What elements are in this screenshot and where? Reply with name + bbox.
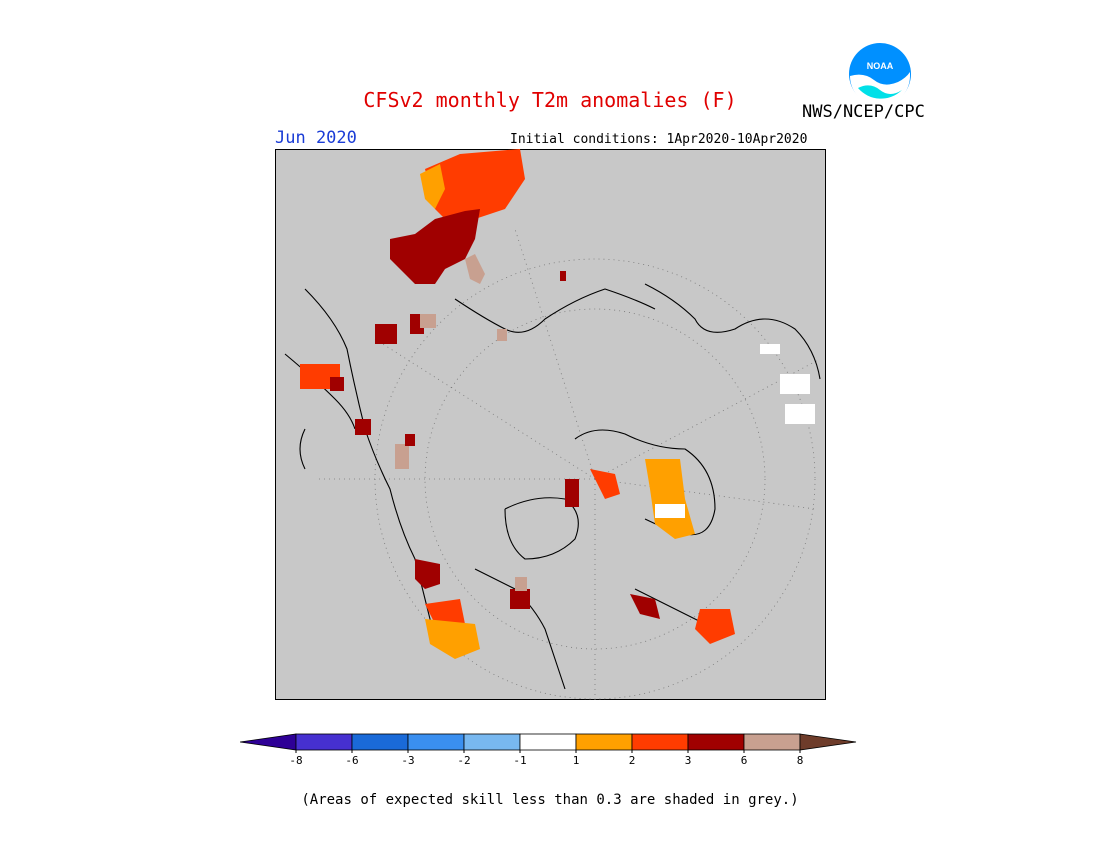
legend-tick-label-8: 6	[741, 754, 748, 767]
legend-tick-label-7: 3	[685, 754, 692, 767]
legend-bin-6	[575, 733, 633, 751]
anomaly-region-canada-2f	[590, 469, 620, 499]
anomaly-region-west-europe-b	[330, 377, 344, 391]
polar-map	[275, 149, 826, 700]
anomaly-region-north-africa	[355, 419, 371, 435]
anomaly-region-siberia-1f	[420, 164, 445, 209]
anomaly-region-europe-3	[420, 314, 436, 328]
color-legend: -8 -6 -3 -2 -1 1 2 3 6 8	[240, 733, 857, 767]
anomaly-region-gulf	[510, 589, 530, 609]
noaa-logo: NOAA	[849, 43, 911, 106]
forecast-month: Jun 2020	[275, 128, 357, 148]
svg-text:NOAA: NOAA	[867, 61, 894, 71]
anomaly-region-siberia-3f	[390, 209, 480, 284]
legend-tick-label-9: 8	[797, 754, 804, 767]
legend-bin-0	[240, 733, 297, 751]
legend-bin-2	[351, 733, 409, 751]
anomaly-region-europe-1	[375, 324, 397, 344]
legend-tick-label-0: -8	[289, 754, 302, 767]
anomaly-region-siberia-2f	[425, 149, 525, 224]
anomaly-shading	[300, 149, 815, 659]
map-title: CFSv2 monthly T2m anomalies (F)	[363, 88, 737, 112]
legend-tick-label-2: -3	[401, 754, 414, 767]
legend-bin-7	[631, 733, 689, 751]
legend-ticks: -8 -6 -3 -2 -1 1 2 3 6 8	[289, 750, 803, 767]
anomaly-region-east-2f	[695, 609, 735, 644]
legend-bin-9	[743, 733, 801, 751]
anomaly-region-canada-white	[655, 504, 685, 518]
anomaly-region-gulf-b	[515, 577, 527, 591]
initial-conditions: Initial conditions: 1Apr2020-10Apr2020	[510, 132, 808, 147]
legend-tick-label-3: -2	[457, 754, 470, 767]
anomaly-region-small-1	[560, 271, 566, 281]
organization-label: NWS/NCEP/CPC	[802, 102, 925, 122]
anomaly-region-mideast	[395, 444, 409, 469]
anomaly-region-mideast-b	[405, 434, 415, 446]
legend-bin-5	[519, 733, 577, 751]
legend-bin-4	[463, 733, 521, 751]
anomaly-region-canada-1f	[645, 459, 695, 539]
legend-tick-label-4: -1	[513, 754, 526, 767]
legend-tick-label-6: 2	[629, 754, 636, 767]
legend-tick-label-5: 1	[573, 754, 580, 767]
anomaly-region-alaska	[565, 479, 579, 507]
latitude-circle-inner	[424, 308, 766, 650]
anomaly-region-small-2	[497, 329, 507, 341]
legend-bin-8	[687, 733, 745, 751]
anomaly-region-namerica-1f	[425, 619, 480, 659]
legend-bins	[240, 733, 857, 751]
legend-bin-1	[295, 733, 353, 751]
legend-bin-10	[799, 733, 857, 751]
anomaly-region-white-3	[785, 404, 815, 424]
meridians	[315, 228, 821, 700]
anomaly-region-siberia-6f	[465, 254, 485, 284]
legend-tick-label-1: -6	[345, 754, 358, 767]
anomaly-region-east-6f	[630, 594, 660, 619]
anomaly-region-white-1	[760, 344, 780, 354]
skill-note: (Areas of expected skill less than 0.3 a…	[301, 792, 799, 808]
anomaly-region-namerica-6f	[415, 559, 440, 589]
anomaly-region-white-2	[780, 374, 810, 394]
legend-bin-3	[407, 733, 465, 751]
